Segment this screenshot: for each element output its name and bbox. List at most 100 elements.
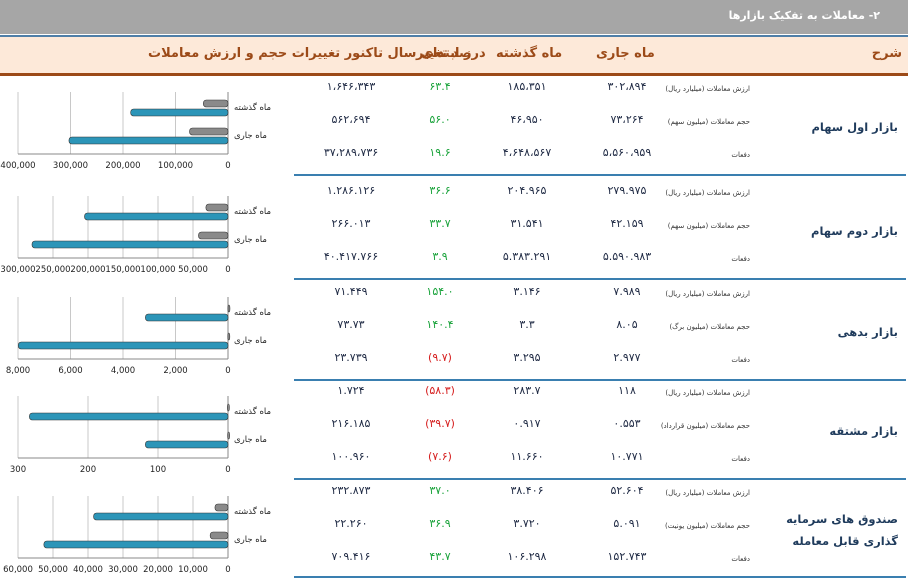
- bar-value: [93, 512, 229, 521]
- row-metric-label: حجم معاملات (میلیون برگ): [669, 323, 750, 331]
- row-metric-label: ارزش معاملات (میلیارد ریال): [665, 189, 750, 197]
- ytd-value: ۷۱.۴۴۹: [334, 285, 368, 298]
- category-label: ماه گذشته: [234, 307, 271, 318]
- change-pct-value: ۱۵۴.۰: [426, 285, 454, 298]
- bar-volume: [189, 127, 229, 136]
- bar-value: [130, 108, 229, 117]
- current-month-value: ۴۲.۱۵۹: [610, 217, 644, 230]
- tick-label: 0: [225, 265, 230, 275]
- header-change-pct: درصد تغییر: [416, 46, 486, 61]
- row-metric-label: ارزش معاملات (میلیارد ریال): [665, 389, 750, 397]
- header-description: شرح: [871, 46, 902, 61]
- tick-label: 50,000: [38, 565, 68, 575]
- market-name: بازار مشتقه: [829, 424, 898, 438]
- tick-label: 4,000: [111, 366, 135, 376]
- ytd-value: ۲۶۶.۰۱۳: [331, 217, 371, 230]
- tick-label: 300: [10, 465, 26, 475]
- previous-month-value: ۱۰۶.۲۹۸: [507, 550, 547, 563]
- current-month-value: ۵،۵۶۰،۹۵۹: [602, 146, 652, 159]
- bar-chart: 300,000 250,000 200,000 150,000 100,000 50,00…: [0, 188, 292, 280]
- ytd-value: ۳۷،۲۸۹،۷۳۶: [323, 146, 379, 159]
- previous-month-value: ۳.۳: [519, 318, 535, 331]
- bar-value: [145, 440, 229, 449]
- current-month-value: ۵.۵۹۰.۹۸۳: [602, 250, 652, 263]
- bar-value: [29, 412, 229, 421]
- tick-label: 0: [225, 161, 230, 171]
- change-pct-value: ۱۴۰.۴: [426, 318, 454, 331]
- tick-label: 150,000: [105, 265, 140, 275]
- tick-label: 30,000: [108, 565, 138, 575]
- tick-label: 10,000: [178, 565, 208, 575]
- change-pct-value: (۷.۶): [428, 450, 452, 463]
- row-metric-label: حجم معاملات (میلیون سهم): [667, 118, 750, 126]
- current-month-value: ۲.۹۷۷: [613, 351, 641, 364]
- bar-value: [17, 341, 229, 350]
- ytd-value: ۱.۲۸۶.۱۲۶: [326, 184, 376, 197]
- tick-label: 250,000: [35, 265, 70, 275]
- previous-month-value: ۴۶،۹۵۰: [510, 113, 544, 126]
- change-pct-value: ۳۷.۰: [429, 484, 451, 497]
- current-month-value: ۵.۰۹۱: [613, 517, 641, 530]
- ytd-value: ۷۰۹.۴۱۶: [331, 550, 371, 563]
- current-month-value: ۰.۵۵۳: [613, 417, 641, 430]
- category-label: ماه جاری: [234, 535, 267, 545]
- bar-chart: 300 200 100 0 ماه گذشته ماه جاری: [0, 388, 292, 480]
- market-name: بازار دوم سهام: [811, 224, 898, 238]
- category-label: ماه گذشته: [234, 102, 271, 113]
- tick-label: 0: [225, 565, 230, 575]
- market-name: بازار بدهی: [837, 325, 898, 339]
- bar-volume: [209, 531, 229, 540]
- market-separator: [294, 379, 906, 381]
- tick-label: 100: [150, 465, 166, 475]
- market-separator: [294, 478, 906, 480]
- row-metric-label: دفعات: [731, 255, 750, 263]
- row-metric-label: حجم معاملات (میلیون سهم): [667, 222, 750, 230]
- table-bottom-border: [294, 576, 906, 578]
- bar-volume: [227, 332, 231, 341]
- change-pct-value: ۶۳.۴: [429, 80, 451, 93]
- header-current-month: ماه جاری: [596, 46, 655, 61]
- previous-month-value: ۲۰۴.۹۶۵: [507, 184, 547, 197]
- ytd-value: ۱.۷۲۴: [337, 384, 365, 397]
- bar-value: [43, 540, 229, 549]
- category-label: ماه جاری: [234, 131, 267, 141]
- previous-month-value: ۳.۱۴۶: [513, 285, 541, 298]
- bar-value: [145, 313, 229, 322]
- tick-label: 0: [225, 465, 230, 475]
- ytd-value: ۲۳.۷۳۹: [334, 351, 368, 364]
- bar-volume: [198, 231, 229, 240]
- row-metric-label: حجم معاملات (میلیون یونیت): [665, 522, 750, 530]
- tick-label: 300,000: [53, 161, 88, 171]
- bar-chart: 8,000 6,000 4,000 2,000 0 ماه گذشته ماه جاری: [0, 289, 292, 381]
- ytd-value: ۴۰.۴۱۷.۷۶۶: [323, 250, 379, 263]
- table-header: شرح ماه جاری ماه گذشته درصد تغییر ز ابتد…: [0, 35, 908, 76]
- ytd-value: ۲۲.۲۶۰: [334, 517, 368, 530]
- ytd-value: ۷۳.۷۳: [337, 318, 365, 331]
- bar-chart-svg: 400,000 300,000 200,000 100,000 0 ماه گذشته ما…: [0, 92, 271, 171]
- section-title: ۲- معاملات به تفکیک بازارها: [728, 9, 880, 22]
- tick-label: 400,000: [0, 161, 35, 171]
- tick-label: 8,000: [6, 366, 30, 376]
- tick-label: 200,000: [105, 161, 140, 171]
- tick-label: 100,000: [140, 265, 175, 275]
- current-month-value: ۳۰۲،۸۹۴: [607, 80, 647, 93]
- current-month-value: ۷۳،۲۶۴: [610, 113, 644, 126]
- change-pct-value: ۳.۹: [432, 250, 448, 263]
- tick-label: 50,000: [178, 265, 208, 275]
- tick-label: 60,000: [3, 565, 33, 575]
- previous-month-value: ۴،۶۴۸،۵۶۷: [502, 146, 552, 159]
- bar-chart-svg: 300,000 250,000 200,000 150,000 100,000 50,00…: [0, 196, 271, 275]
- row-metric-label: دفعات: [731, 455, 750, 463]
- bar-value: [31, 240, 229, 249]
- previous-month-value: ۳۱.۵۴۱: [510, 217, 544, 230]
- current-month-value: ۵۲.۶۰۴: [610, 484, 644, 497]
- ytd-value: ۲۳۲.۸۷۳: [331, 484, 371, 497]
- bar-value: [68, 136, 229, 145]
- row-metric-label: دفعات: [731, 356, 750, 364]
- bar-volume: [214, 503, 229, 512]
- row-metric-label: دفعات: [731, 555, 750, 563]
- category-label: ماه گذشته: [234, 206, 271, 217]
- change-pct-value: ۴۳.۷: [429, 550, 451, 563]
- tick-label: 300,000: [0, 265, 35, 275]
- header-ytd: ز ابتدای سال تاکنور تغییرات حجم و ارزش م…: [148, 46, 472, 61]
